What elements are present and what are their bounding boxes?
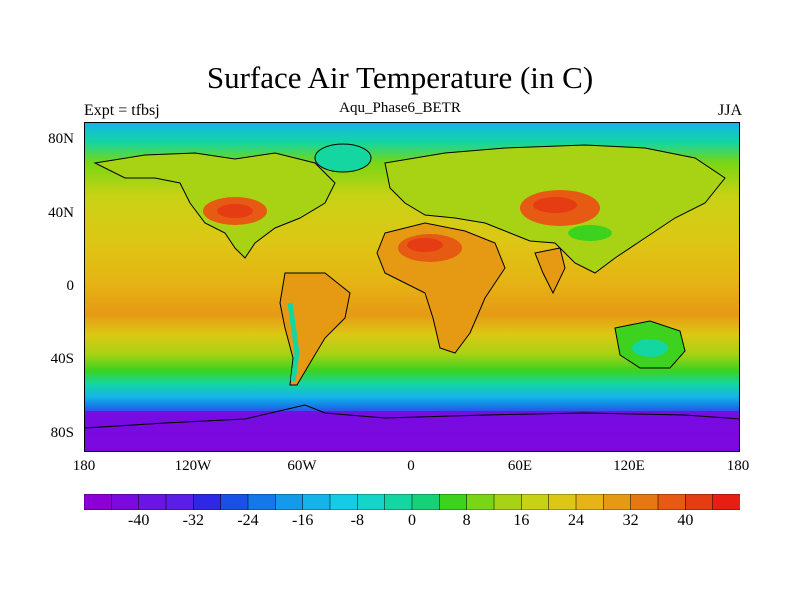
colorbar-tick-label: -32 [182,512,204,529]
sa-andes [287,302,300,382]
antarctica-coast [85,404,739,429]
colorbar-tick-label: -8 [350,512,364,529]
colorbar-swatch [548,494,577,510]
colorbar-swatch [384,494,413,510]
colorbar-tick-label: 40 [677,512,694,529]
lon-tick-60w: 60W [287,458,317,474]
colorbar-swatch [685,494,714,510]
colorbar-swatch [657,494,687,510]
colorbar-swatch [84,494,113,510]
colorbar-swatch [466,494,495,510]
chart-title: Surface Air Temperature (in C) [206,60,594,95]
colorbar-swatch [275,494,304,510]
sahara-hot-core [407,238,443,252]
colorbar [84,494,740,510]
lat-tick-80s: 80S [50,425,74,441]
colorbar-swatch [630,494,659,510]
colorbar-swatch [411,494,441,510]
colorbar-tick-label: 32 [622,512,639,529]
colorbar-swatch [247,494,277,510]
colorbar-swatch [493,494,523,510]
colorbar-tick-label: 8 [462,512,471,529]
lat-tick-40n: 40N [48,205,74,221]
colorbar-swatch [302,494,331,510]
lat-tick-0: 0 [66,278,75,294]
colorbar-swatch [220,494,249,510]
colorbar-tick-label: -40 [127,512,150,529]
lat-tick-40s: 40S [50,351,74,367]
colorbar-swatch [111,494,140,510]
colorbar-swatch [165,494,195,510]
asia-hot-core [533,197,577,213]
colorbar-swatch [603,494,632,510]
colorbar-tick-label: -16 [291,512,314,529]
colorbar-swatch [357,494,386,510]
india [534,247,566,295]
tibet-cool [568,225,612,241]
colorbar-swatch [575,494,605,510]
colorbar-swatch [712,494,740,510]
lon-tick-60e: 60E [507,458,533,474]
colorbar-swatch [439,494,468,510]
lon-tick-120w: 120W [174,458,212,474]
lat-tick-80n: 80N [48,131,74,147]
colorbar-tick-label: 16 [513,512,530,529]
colorbar-tick-label: 0 [408,512,416,529]
experiment-label: Expt = tfbsj [84,102,160,119]
na-hot-core [217,204,253,218]
temperature-map [84,122,740,452]
lon-tick-120e: 120E [613,458,645,474]
greenland [314,143,372,173]
colorbar-swatch [193,494,222,510]
lon-tick-0: 0 [407,458,415,474]
australia-center [632,339,668,357]
lon-tick-180e: 180 [726,458,750,474]
colorbar-swatch [521,494,550,510]
season-label: JJA [717,102,742,119]
lon-tick-180w: 180 [72,458,96,474]
dataset-label: Aqu_Phase6_BETR [339,100,461,116]
colorbar-swatch [138,494,167,510]
colorbar-swatch [329,494,359,510]
colorbar-tick-label: -24 [237,512,259,529]
colorbar-tick-label: 24 [568,512,584,529]
